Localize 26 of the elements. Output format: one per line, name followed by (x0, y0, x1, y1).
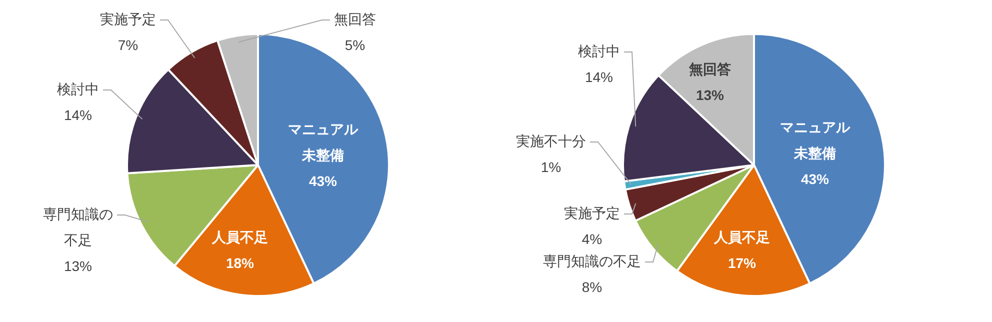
slice-label: 実施予定 (564, 204, 620, 221)
data-label: 5% (344, 36, 366, 53)
slice-label: 実施不十分 (516, 132, 586, 149)
data-label: 14% (64, 106, 92, 123)
slice-label: 人員不足 (713, 228, 770, 245)
data-label: 1% (540, 158, 562, 175)
slice-label: 専門知識の不足 (543, 252, 641, 269)
slice-label: マニュアル未整備 (288, 120, 359, 163)
slice-label: 実施予定 (100, 10, 156, 27)
slice-label: マニュアル未整備 (780, 118, 851, 161)
slice-label: 無回答 (688, 60, 731, 77)
slice-label: 検討中 (57, 80, 99, 97)
data-label: 18% (226, 254, 255, 271)
data-label: 43% (800, 170, 830, 187)
slice-label: 無回答 (334, 10, 376, 27)
data-label: 13% (64, 258, 92, 274)
data-label: 4% (582, 230, 602, 247)
data-label: 14% (584, 68, 614, 85)
data-label: 43% (308, 172, 338, 189)
data-label: 17% (728, 254, 757, 271)
data-label: 7% (118, 36, 138, 53)
data-label: 13% (696, 86, 725, 103)
slice-label: 検討中 (578, 42, 620, 59)
slice-label: 人員不足 (211, 228, 268, 245)
data-label: 8% (582, 278, 602, 295)
slice-label: 専門知識の不足 (43, 206, 113, 248)
